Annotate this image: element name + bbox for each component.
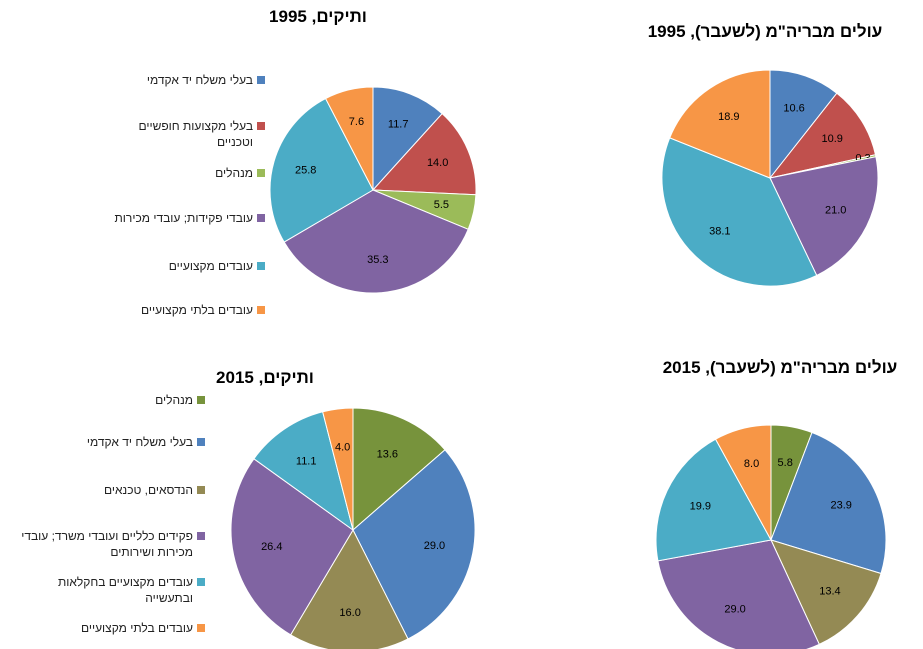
legend-label: עובדים מקצועיים בחקלאות ובתעשייה [57,575,193,605]
chart-title: ותיקים, 2015 [216,368,314,387]
legend-swatch [197,624,205,632]
value-label: 5.8 [778,457,793,469]
value-label: 13.6 [377,448,398,460]
pie-slice [269,97,374,243]
legend-label: פקידים כלליים ועובדי משרד; עובדי מכירות … [21,529,193,559]
value-label: 21.0 [825,205,846,217]
pie-slice [283,189,469,294]
pie-slice [769,69,838,180]
pie-slice [669,69,771,179]
legend-swatch [257,306,265,314]
legend-swatch [197,396,205,404]
value-label: 35.3 [367,254,388,266]
pie-slice [372,86,443,192]
value-label: 25.8 [295,164,316,176]
value-label: 16.0 [339,607,360,619]
value-label: 13.4 [819,585,840,597]
legend-label: עובדים בלתי מקצועיים [140,303,253,317]
pie-slice [371,112,477,196]
legend-label: מנהלים [155,393,193,407]
value-label: 5.5 [434,199,449,211]
pie-slice [289,528,409,649]
legend-swatch [257,122,265,130]
pie-slice [352,407,446,532]
legend-item: עובדי פקידות; עובדי מכירות [110,210,265,226]
legend-item: עובדים בלתי מקצועיים [10,620,205,636]
pie-slice [230,458,354,636]
legend-swatch [197,438,205,446]
value-label: 19.9 [690,500,711,512]
value-label: 23.9 [831,500,852,512]
pie-slice [769,156,879,277]
legend-item: מנהלים [10,392,205,408]
value-label: 29.0 [424,540,445,552]
legend-label: בעלי מקצועות חופשיים וטכניים [138,119,253,149]
legend-swatch [197,578,205,586]
value-label: 26.4 [261,541,282,553]
legend-label: מנהלים [215,166,253,180]
legend-item: עובדים מקצועיים בחקלאות ובתעשייה [10,574,205,606]
legend-swatch [257,76,265,84]
value-label: 14.0 [427,157,448,169]
pie-slice [352,449,476,640]
value-label: 10.9 [821,133,842,145]
legend-item: עובדים מקצועיים [110,258,265,274]
value-label: 4.0 [335,442,350,454]
legend-swatch [197,486,205,494]
pie-slice [714,424,772,541]
legend-swatch [197,532,205,540]
legend-item: בעלי משלח יד אקדמי [10,434,205,450]
legend-item: בעלי משלח יד אקדמי [110,72,265,88]
value-label: 8.0 [744,458,759,470]
legend-label: הנדסאים, טכנאים [103,483,193,497]
pie-slice [253,411,354,532]
pie-slice [661,137,818,287]
legend-item: הנדסאים, טכנאים [10,482,205,498]
legend-label: עובדים מקצועיים [168,259,253,273]
pie-slice [768,92,877,179]
legend-item: בעלי מקצועות חופשיים וטכניים [110,118,265,150]
value-label: 10.6 [783,103,804,115]
legend-swatch [257,214,265,222]
pie-slice [324,86,374,191]
value-label: 11.1 [296,455,317,467]
legend-swatch [257,262,265,270]
pie-slice [657,539,820,649]
legend-label: בעלי משלח יד אקדמי [146,73,253,87]
legend-label: עובדי פקידות; עובדי מכירות [114,211,253,225]
pie-slice [655,438,772,562]
legend-swatch [257,169,265,177]
legend-label: בעלי משלח יד אקדמי [86,435,193,449]
value-label: 38.1 [709,226,730,238]
chart-title: עולים מבריה"מ (לשעבר), 1995 [648,22,883,41]
value-label: 11.7 [388,119,409,131]
pie-slice [770,539,882,646]
legend-item: פקידים כלליים ועובדי משרד; עובדי מכירות … [10,528,205,560]
chart-title: עולים מבריה"מ (לשעבר), 2015 [663,358,898,377]
legend-item: עובדים בלתי מקצועיים [110,302,265,318]
legend-item: מנהלים [110,165,265,181]
value-label: 29.0 [724,603,745,615]
pie-slice [322,407,354,531]
legend-label: עובדים בלתי מקצועיים [80,621,193,635]
value-label: 7.6 [349,116,364,128]
pie-slice [770,431,887,575]
chart-title: ותיקים, 1995 [269,7,367,26]
value-label: 18.9 [718,111,739,123]
